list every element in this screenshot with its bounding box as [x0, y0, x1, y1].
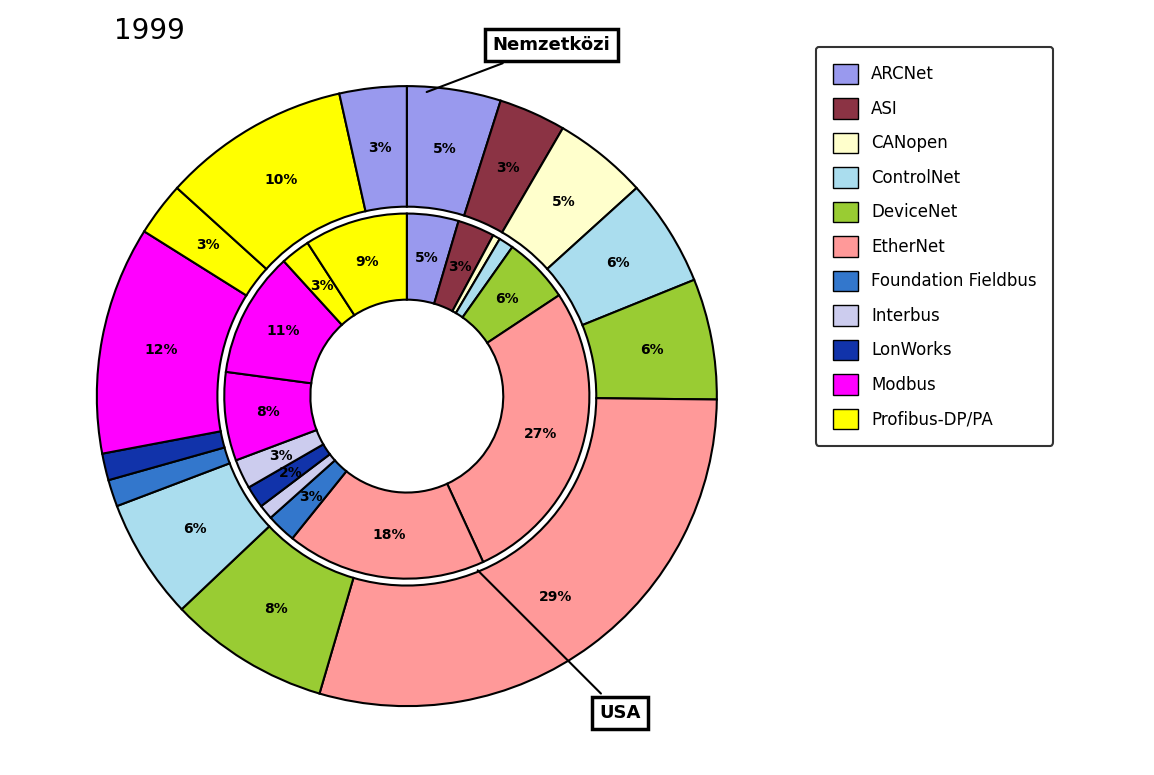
Wedge shape	[320, 398, 717, 706]
Text: 1999: 1999	[114, 17, 185, 45]
Wedge shape	[456, 239, 512, 318]
Text: 3%: 3%	[448, 260, 472, 274]
Text: 3%: 3%	[309, 279, 334, 293]
Legend: ARCNet, ASI, CANopen, ControlNet, DeviceNet, EtherNet, Foundation Fieldbus, Inte: ARCNet, ASI, CANopen, ControlNet, Device…	[816, 47, 1054, 446]
Text: 6%: 6%	[607, 257, 630, 270]
Text: 5%: 5%	[415, 251, 439, 265]
Wedge shape	[226, 261, 342, 384]
Wedge shape	[181, 526, 353, 694]
Wedge shape	[452, 236, 500, 313]
Wedge shape	[108, 447, 230, 506]
Text: 5%: 5%	[433, 143, 457, 157]
Text: 3%: 3%	[196, 239, 219, 253]
Text: 3%: 3%	[496, 161, 520, 175]
Text: 6%: 6%	[183, 522, 207, 536]
Wedge shape	[434, 221, 493, 311]
Wedge shape	[224, 372, 316, 460]
Wedge shape	[261, 454, 335, 518]
Text: 3%: 3%	[368, 141, 391, 155]
Wedge shape	[144, 188, 267, 295]
Wedge shape	[308, 214, 407, 315]
Wedge shape	[284, 243, 354, 325]
Text: 12%: 12%	[144, 343, 178, 356]
Wedge shape	[447, 295, 590, 562]
Wedge shape	[97, 232, 246, 453]
Wedge shape	[249, 444, 330, 506]
Text: 27%: 27%	[524, 427, 557, 441]
Wedge shape	[103, 431, 225, 480]
Wedge shape	[339, 86, 407, 212]
Text: USA: USA	[478, 570, 642, 722]
Text: 6%: 6%	[495, 292, 519, 306]
Text: 9%: 9%	[355, 255, 380, 270]
Text: 2%: 2%	[278, 467, 302, 480]
Text: 29%: 29%	[539, 590, 572, 604]
Text: 11%: 11%	[267, 325, 300, 339]
Wedge shape	[177, 94, 366, 269]
Wedge shape	[583, 280, 717, 400]
Text: 18%: 18%	[373, 528, 406, 542]
Text: Nemzetközi: Nemzetközi	[427, 36, 610, 92]
Wedge shape	[407, 86, 501, 215]
Text: 6%: 6%	[640, 343, 664, 356]
Text: 8%: 8%	[256, 405, 280, 418]
Text: 5%: 5%	[552, 195, 576, 209]
Text: 3%: 3%	[299, 491, 323, 505]
Wedge shape	[547, 188, 695, 325]
Wedge shape	[117, 463, 269, 609]
Wedge shape	[407, 214, 458, 304]
Wedge shape	[463, 247, 559, 343]
Wedge shape	[464, 101, 563, 232]
Text: 10%: 10%	[264, 174, 298, 188]
Wedge shape	[235, 430, 323, 487]
Text: 3%: 3%	[269, 449, 292, 463]
Wedge shape	[292, 471, 484, 579]
Text: 8%: 8%	[264, 602, 288, 616]
Wedge shape	[502, 128, 637, 269]
Wedge shape	[271, 460, 346, 539]
